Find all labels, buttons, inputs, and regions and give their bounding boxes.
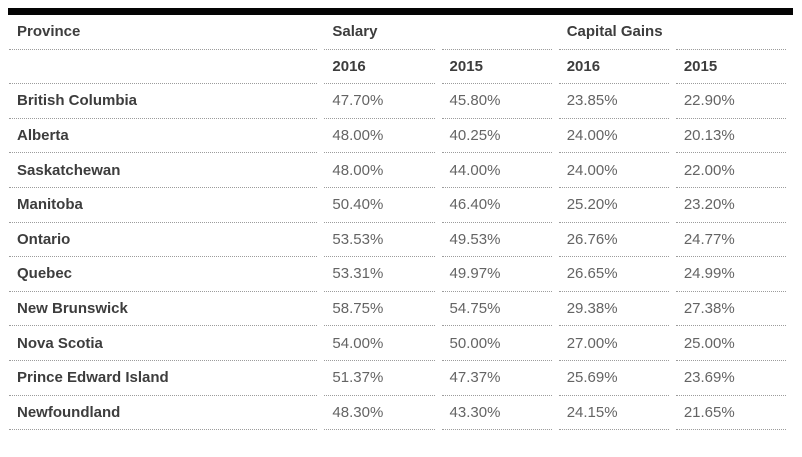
rate-cell: 48.00% (324, 119, 435, 154)
table-row: Manitoba 50.40% 46.40% 25.20% 23.20% (9, 188, 786, 223)
province-cell: Ontario (9, 223, 318, 258)
column-group-capital-gains: Capital Gains (558, 15, 669, 50)
rate-cell: 21.65% (675, 396, 786, 431)
column-group-row: Province Salary Capital Gains (9, 15, 786, 50)
rate-cell: 24.00% (558, 119, 669, 154)
rate-cell: 46.40% (441, 188, 552, 223)
table-row: Ontario 53.53% 49.53% 26.76% 24.77% (9, 223, 786, 258)
province-cell: Newfoundland (9, 396, 318, 431)
column-group-salary: Salary (324, 15, 435, 50)
table-row: Quebec 53.31% 49.97% 26.65% 24.99% (9, 257, 786, 292)
rate-cell: 20.13% (675, 119, 786, 154)
province-cell: Alberta (9, 119, 318, 154)
table-row: British Columbia 47.70% 45.80% 23.85% 22.90% (9, 84, 786, 119)
rate-cell: 53.53% (324, 223, 435, 258)
rate-cell: 45.80% (441, 84, 552, 119)
table-top-border (8, 8, 793, 15)
table-row: Nova Scotia 54.00% 50.00% 27.00% 25.00% (9, 326, 786, 361)
provincial-tax-rates-table: Province Salary Capital Gains 2016 2015 … (2, 15, 793, 431)
rate-cell: 49.97% (441, 257, 552, 292)
column-header-province: Province (9, 15, 318, 50)
table-row: Alberta 48.00% 40.25% 24.00% 20.13% (9, 119, 786, 154)
rate-cell: 58.75% (324, 292, 435, 327)
rate-cell: 26.76% (558, 223, 669, 258)
rate-cell: 50.40% (324, 188, 435, 223)
rate-cell: 24.15% (558, 396, 669, 431)
rate-cell: 25.69% (558, 361, 669, 396)
rate-cell: 47.37% (441, 361, 552, 396)
province-cell: British Columbia (9, 84, 318, 119)
rate-cell: 22.00% (675, 153, 786, 188)
province-cell: Nova Scotia (9, 326, 318, 361)
rate-cell: 23.85% (558, 84, 669, 119)
year-header-capital-gains-2016: 2016 (558, 50, 669, 85)
rate-cell: 54.75% (441, 292, 552, 327)
rate-cell: 24.99% (675, 257, 786, 292)
rate-cell: 48.30% (324, 396, 435, 431)
rate-cell: 25.00% (675, 326, 786, 361)
province-cell: Manitoba (9, 188, 318, 223)
rate-cell: 23.20% (675, 188, 786, 223)
rate-cell: 22.90% (675, 84, 786, 119)
rate-cell: 44.00% (441, 153, 552, 188)
rate-cell: 24.77% (675, 223, 786, 258)
year-header-row: 2016 2015 2016 2015 (9, 50, 786, 85)
province-cell: Saskatchewan (9, 153, 318, 188)
province-cell: Prince Edward Island (9, 361, 318, 396)
province-cell: Quebec (9, 257, 318, 292)
rate-cell: 23.69% (675, 361, 786, 396)
column-group-spacer-salary (441, 15, 552, 50)
rate-cell: 25.20% (558, 188, 669, 223)
rate-cell: 29.38% (558, 292, 669, 327)
rate-cell: 51.37% (324, 361, 435, 396)
rate-cell: 50.00% (441, 326, 552, 361)
table-body: British Columbia 47.70% 45.80% 23.85% 22.90%… (9, 84, 786, 431)
table-row: Newfoundland 48.30% 43.30% 24.15% 21.65% (9, 396, 786, 431)
rate-cell: 26.65% (558, 257, 669, 292)
table-row: Prince Edward Island 51.37% 47.37% 25.69% 23… (9, 361, 786, 396)
table-row: New Brunswick 58.75% 54.75% 29.38% 27.38% (9, 292, 786, 327)
rate-cell: 24.00% (558, 153, 669, 188)
rate-cell: 48.00% (324, 153, 435, 188)
rate-cell: 47.70% (324, 84, 435, 119)
year-header-capital-gains-2015: 2015 (675, 50, 786, 85)
year-header-salary-2016: 2016 (324, 50, 435, 85)
rate-cell: 43.30% (441, 396, 552, 431)
rate-cell: 27.00% (558, 326, 669, 361)
rate-cell: 54.00% (324, 326, 435, 361)
province-cell: New Brunswick (9, 292, 318, 327)
rate-cell: 53.31% (324, 257, 435, 292)
rate-cell: 27.38% (675, 292, 786, 327)
column-group-spacer-capital-gains (675, 15, 786, 50)
table-row: Saskatchewan 48.00% 44.00% 24.00% 22.00% (9, 153, 786, 188)
rate-cell: 49.53% (441, 223, 552, 258)
year-header-salary-2015: 2015 (441, 50, 552, 85)
rate-cell: 40.25% (441, 119, 552, 154)
year-header-spacer (9, 50, 318, 85)
